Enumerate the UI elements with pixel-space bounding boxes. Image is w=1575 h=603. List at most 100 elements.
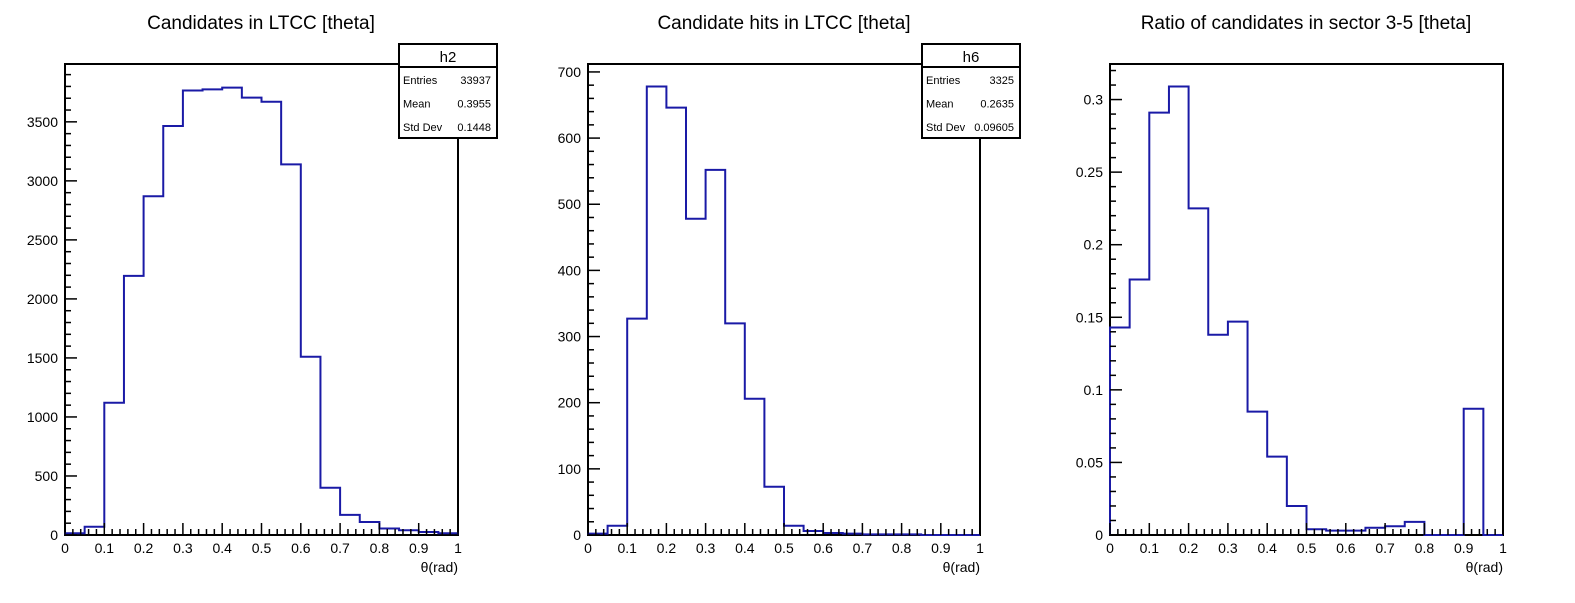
histogram-bin bbox=[1267, 457, 1287, 535]
histogram-bin bbox=[1228, 322, 1248, 535]
x-tick-label: 0.4 bbox=[212, 540, 232, 556]
histogram-bin bbox=[281, 164, 301, 535]
chart-title: Ratio of candidates in sector 3-5 [theta… bbox=[1141, 13, 1472, 34]
x-axis-label: θ(rad) bbox=[421, 559, 458, 575]
histogram-bin bbox=[203, 89, 223, 535]
histogram-bin bbox=[1307, 529, 1327, 535]
histogram-bin bbox=[222, 88, 242, 535]
stats-value: 33937 bbox=[460, 75, 491, 87]
histogram-bin bbox=[1405, 522, 1425, 535]
x-tick-label: 0.2 bbox=[1179, 540, 1199, 556]
stats-label: Mean bbox=[926, 99, 954, 111]
histogram-bin bbox=[1365, 528, 1385, 535]
stats-value: 0.09605 bbox=[974, 122, 1014, 134]
histogram-bin bbox=[686, 219, 706, 535]
x-tick-label: 0.1 bbox=[95, 540, 115, 556]
x-tick-label: 0 bbox=[584, 540, 592, 556]
x-tick-label: 0 bbox=[61, 540, 69, 556]
histogram-panel-ratio: Ratio of candidates in sector 3-5 [theta… bbox=[1076, 13, 1507, 575]
histogram-bin bbox=[823, 533, 843, 535]
y-tick-label: 1500 bbox=[27, 350, 58, 366]
histogram-bin bbox=[725, 323, 745, 535]
x-tick-label: 0.7 bbox=[330, 540, 350, 556]
y-tick-label: 500 bbox=[558, 196, 582, 212]
histogram-bin bbox=[340, 515, 360, 535]
histogram-bin bbox=[360, 522, 380, 535]
stats-value: 0.2635 bbox=[980, 99, 1014, 111]
y-tick-label: 0.1 bbox=[1084, 382, 1104, 398]
x-tick-label: 0.6 bbox=[813, 540, 833, 556]
x-tick-label: 1 bbox=[976, 540, 984, 556]
histogram-bin bbox=[124, 276, 144, 535]
stats-box-frame bbox=[398, 43, 498, 139]
histogram-bin bbox=[666, 108, 686, 535]
y-tick-label: 500 bbox=[35, 468, 59, 484]
y-tick-label: 2000 bbox=[27, 291, 58, 307]
histogram-bin bbox=[1189, 208, 1209, 535]
x-tick-label: 0.6 bbox=[291, 540, 311, 556]
histogram-bin bbox=[379, 529, 399, 535]
x-tick-label: 0 bbox=[1106, 540, 1114, 556]
histogram-bin bbox=[399, 530, 419, 535]
histogram-bin bbox=[1169, 86, 1189, 535]
y-tick-label: 0.25 bbox=[1076, 164, 1103, 180]
histogram-bin bbox=[902, 534, 922, 535]
x-tick-label: 0.7 bbox=[1375, 540, 1395, 556]
histogram-bin bbox=[1248, 412, 1268, 535]
x-axis-label: θ(rad) bbox=[1466, 559, 1503, 575]
x-tick-label: 0.1 bbox=[1140, 540, 1160, 556]
x-tick-label: 0.8 bbox=[892, 540, 912, 556]
x-tick-label: 1 bbox=[1499, 540, 1507, 556]
x-tick-label: 0.9 bbox=[409, 540, 429, 556]
stats-box-name: h2 bbox=[440, 49, 457, 66]
histogram-bin bbox=[862, 534, 882, 535]
histogram-bin bbox=[144, 196, 164, 535]
x-tick-label: 0.8 bbox=[1415, 540, 1435, 556]
histogram-bin bbox=[706, 170, 726, 535]
y-tick-label: 400 bbox=[558, 262, 582, 278]
y-tick-label: 0.3 bbox=[1084, 92, 1104, 108]
histogram-panel-candidates: Candidates in LTCC [theta] θ(rad) 0 0.1 0.… bbox=[27, 13, 498, 575]
x-tick-label: 0.6 bbox=[1336, 540, 1356, 556]
x-tick-label: 0.5 bbox=[774, 540, 794, 556]
y-tick-label: 600 bbox=[558, 130, 582, 146]
histogram-bin bbox=[1149, 113, 1169, 535]
y-tick-label: 2500 bbox=[27, 232, 58, 248]
x-tick-label: 0.5 bbox=[1297, 540, 1317, 556]
chart-title: Candidates in LTCC [theta] bbox=[147, 13, 375, 34]
histogram-series bbox=[64, 86, 459, 535]
histogram-bin bbox=[104, 403, 124, 535]
x-axis-label: θ(rad) bbox=[943, 559, 980, 575]
histogram-bin bbox=[804, 531, 824, 535]
histogram-bin bbox=[183, 91, 203, 535]
histogram-bin bbox=[784, 526, 804, 535]
histogram-bin bbox=[745, 399, 765, 535]
y-tick-label: 300 bbox=[558, 329, 582, 345]
x-tick-label: 0.4 bbox=[735, 540, 755, 556]
y-tick-label: 3000 bbox=[27, 173, 58, 189]
stats-label: Std Dev bbox=[403, 122, 443, 134]
stats-box-frame bbox=[921, 43, 1021, 139]
histogram-bin bbox=[320, 488, 340, 535]
histogram-bin bbox=[1130, 280, 1150, 535]
x-tick-label: 0.9 bbox=[931, 540, 951, 556]
histogram-bin bbox=[1208, 335, 1228, 535]
stats-value: 0.3955 bbox=[457, 99, 491, 111]
y-tick-label: 0 bbox=[573, 527, 581, 543]
stats-value: 3325 bbox=[990, 75, 1014, 87]
y-tick-label: 0 bbox=[1095, 527, 1103, 543]
y-tick-label: 100 bbox=[558, 461, 582, 477]
x-tick-label: 0.3 bbox=[696, 540, 716, 556]
histogram-bin bbox=[882, 534, 902, 535]
stats-box-name: h6 bbox=[963, 49, 980, 66]
histogram-bin bbox=[1287, 506, 1307, 535]
x-tick-label: 0.8 bbox=[370, 540, 390, 556]
histogram-bin bbox=[1326, 531, 1346, 535]
histogram-bin bbox=[262, 102, 282, 535]
x-tick-label: 0.1 bbox=[617, 540, 637, 556]
histogram-bin bbox=[242, 98, 262, 535]
